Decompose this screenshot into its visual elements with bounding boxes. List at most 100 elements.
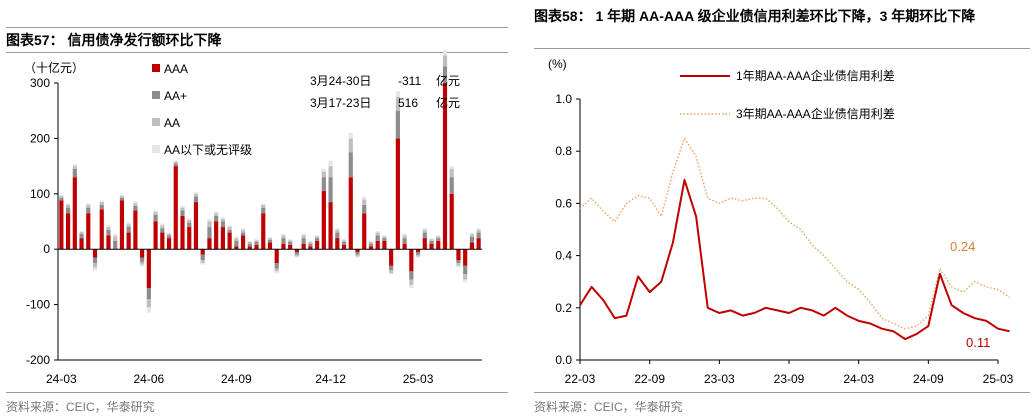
- bar-segment-aa: [207, 221, 212, 228]
- annotation-value: -311: [398, 74, 421, 88]
- bar-segment-aa: [146, 307, 151, 313]
- bar-segment-aa: [99, 204, 104, 210]
- bar-segment-aa: [476, 228, 481, 230]
- legend-label-three-year: 3年期AA-AAA企业债信用利差: [736, 106, 895, 121]
- bar-segment-aaa: [355, 249, 360, 252]
- bar-segment-aaa: [153, 221, 158, 250]
- bar-segment-aa: [72, 166, 77, 169]
- y-tick-label: 0: [43, 242, 50, 256]
- bar-segment-aaa: [389, 249, 394, 266]
- bar-segment-aaa: [261, 213, 266, 250]
- bar-segment-aa: [113, 236, 118, 241]
- bar-segment-aa: [193, 192, 199, 194]
- bar-segment-aa: [429, 238, 434, 240]
- x-tick-label: 24-12: [315, 372, 346, 386]
- bar-segment-aa: [436, 236, 441, 239]
- x-tick-label: 24-03: [843, 372, 874, 386]
- bar-segment-aa: [227, 229, 232, 233]
- bar-segment-aa: [415, 254, 421, 257]
- bar-segment-aa: [449, 168, 454, 178]
- bar-segment-aaa: [409, 249, 414, 272]
- bar-segment-aa: [456, 263, 461, 266]
- bar-segment-aa: [72, 164, 77, 167]
- bar-segment-aa: [341, 240, 347, 242]
- bar-segment-aaa: [281, 243, 286, 250]
- bar-segment-aa: [469, 232, 474, 235]
- bar-segment-aa: [220, 218, 225, 222]
- x-tick-label: 25-03: [983, 372, 1014, 386]
- bar-segment-aaa: [193, 202, 199, 250]
- credit-spread-panel: 图表58： 1 年期 AA-AAA 级企业债信用利差环比下降，3 年期环比下降 …: [516, 0, 1032, 417]
- bar-segment-aa: [193, 196, 199, 203]
- bar-segment-aa: [422, 232, 427, 239]
- bar-segment-aa: [140, 261, 145, 265]
- bar-segment-aa: [267, 239, 273, 243]
- series-line-three-year: [579, 137, 1010, 330]
- bar-segment-aa: [247, 240, 252, 242]
- bar-segment-aa: [133, 205, 138, 211]
- bar-segment-aa: [106, 225, 111, 228]
- y-tick-label: 200: [30, 131, 50, 145]
- bar-segment-aa: [368, 240, 374, 242]
- net-issuance-bar-chart: （十亿元） -200 -100 0 100 200 300 24-03 24-06 24-09 24…: [24, 49, 482, 386]
- bar-segment-aa: [99, 200, 104, 203]
- bar-segment-aa: [180, 210, 185, 216]
- bar-segment-aa: [254, 240, 259, 242]
- bar-segment-aa: [463, 265, 468, 275]
- bar-segment-aa: [348, 138, 353, 153]
- bar-segment-aa: [86, 207, 91, 214]
- x-tick-label: 22-03: [565, 372, 596, 386]
- bar-segment-aa: [328, 166, 333, 178]
- bar-segment-aaa: [415, 249, 421, 252]
- bar-segment-aa: [294, 254, 299, 257]
- bar-segment-aa: [86, 204, 91, 208]
- bar-segment-aa: [214, 215, 219, 222]
- bar-segment-aaa: [395, 138, 400, 250]
- bar-segment-aa: [59, 194, 64, 197]
- bar-segment-aaa: [207, 238, 212, 250]
- bar-segment-aa: [328, 177, 333, 203]
- bar-segment-aaa: [442, 83, 448, 250]
- bar-segment-aa: [234, 240, 239, 247]
- bar-segment-aa: [429, 239, 434, 241]
- bar-segment-aaa: [234, 246, 239, 250]
- bar-segment-aaa: [173, 166, 178, 250]
- bar-segment-aaa: [463, 249, 468, 266]
- bar-segment-aaa: [86, 213, 91, 250]
- bar-segment-aa: [72, 168, 77, 178]
- bar-segment-aa: [234, 238, 239, 241]
- bar-segment-aa: [382, 236, 387, 239]
- bar-segment-aa: [348, 132, 353, 139]
- bar-segment-aa: [463, 274, 468, 280]
- bar-segment-aaa: [328, 202, 333, 250]
- legend-swatch-aa: [152, 91, 160, 99]
- bar-segment-aaa: [348, 177, 353, 250]
- bar-segment-aa: [166, 233, 172, 236]
- bar-segment-aaa: [449, 193, 454, 250]
- bar-segment-aa: [449, 177, 454, 194]
- annotation-unit: 亿元: [436, 73, 460, 88]
- bar-segment-aaa: [254, 244, 259, 250]
- annotation-period: 3月17-23日: [310, 96, 371, 110]
- bar-segment-aa: [160, 223, 165, 226]
- y-tick-label: 100: [30, 187, 50, 201]
- x-tick-label: 24-09: [221, 372, 252, 386]
- x-tick-label: 23-03: [704, 372, 735, 386]
- bar-segment-aa: [288, 240, 293, 242]
- bar-segment-aa: [321, 171, 326, 178]
- bar-segment-aa: [207, 227, 212, 239]
- bar-segment-aa: [133, 203, 138, 206]
- figure-58-title: 图表58： 1 年期 AA-AAA 级企业债信用利差环比下降，3 年期环比下降: [534, 8, 976, 24]
- bar-segment-aaa: [72, 177, 77, 250]
- bar-segment-aa: [402, 235, 407, 239]
- title-top-rule: [6, 27, 508, 28]
- bar-segment-aa: [355, 254, 360, 257]
- bar-segment-aaa: [92, 249, 98, 258]
- bar-segment-aaa: [274, 249, 279, 264]
- bar-segment-aa: [214, 213, 219, 216]
- bar-segment-aa: [86, 203, 91, 205]
- title-bottom-rule: [534, 48, 1030, 49]
- credit-bond-net-issuance-panel: 图表57： 信用债净发行额环比下降 （十亿元） -200 -100 0 100 200 30…: [6, 27, 508, 414]
- bar-segment-aa: [126, 227, 131, 233]
- bar-segment-aa: [261, 203, 266, 205]
